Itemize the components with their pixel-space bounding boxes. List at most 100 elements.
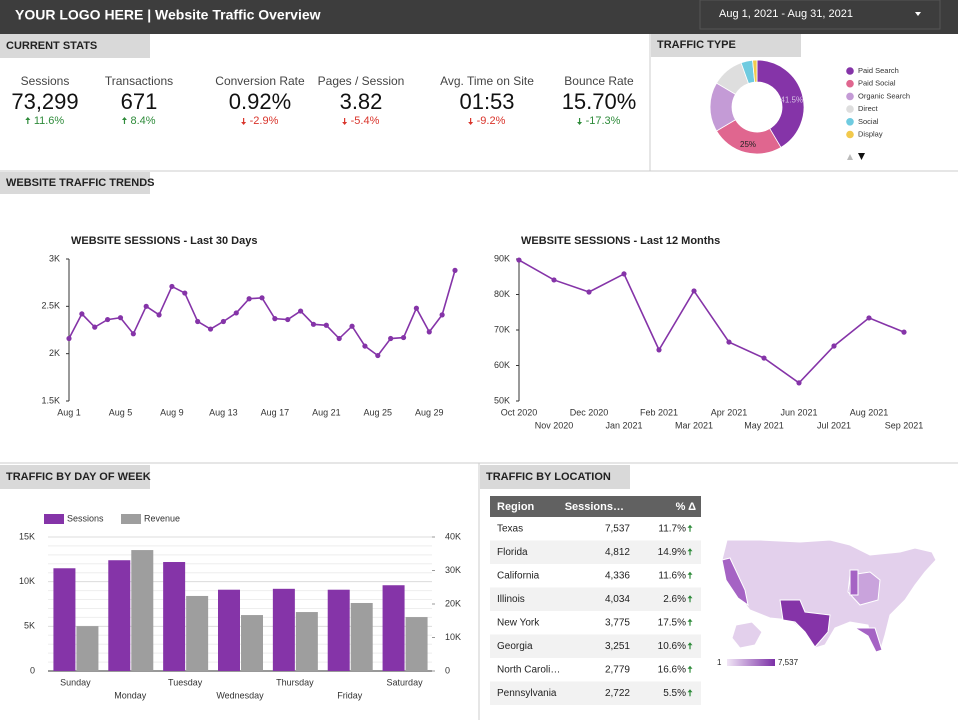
chart-title: WEBSITE SESSIONS - Last 30 Days	[71, 235, 257, 247]
table-cell: 2.6%	[663, 594, 686, 605]
point	[143, 303, 149, 309]
legend-label: Paid Social	[858, 79, 896, 88]
legend-label: Display	[858, 129, 883, 138]
header-title: YOUR LOGO HERE | Website Traffic Overvie…	[15, 7, 321, 23]
stat-label: Avg. Time on Site	[440, 74, 534, 88]
x-tick-label: Tuesday	[168, 677, 203, 687]
date-range[interactable]: Aug 1, 2021 - Aug 31, 2021	[719, 8, 853, 20]
point	[349, 323, 355, 329]
point	[259, 295, 265, 301]
stat-change: 11.6%	[34, 115, 65, 127]
table-cell: Pennsylvania	[497, 688, 557, 699]
table-cell: 5.5%	[663, 688, 686, 699]
table-change-arrow	[687, 524, 693, 528]
legend-page-down[interactable]	[858, 153, 865, 160]
point	[388, 335, 394, 342]
bar	[108, 560, 131, 671]
table-cell: Florida	[497, 547, 528, 558]
stat-arrow	[25, 117, 31, 120]
bar	[241, 615, 263, 671]
table-row	[490, 658, 701, 682]
bar	[327, 589, 350, 671]
stat-label: Bounce Rate	[564, 74, 634, 88]
table-column-header: Region	[497, 501, 535, 513]
stat-change: -2.9%	[250, 115, 279, 127]
stat-arrow	[241, 122, 247, 125]
point	[761, 355, 767, 361]
bar	[382, 585, 405, 671]
point	[452, 267, 458, 273]
pie-slice	[756, 59, 805, 149]
x-tick-label: Wednesday	[216, 690, 264, 700]
point	[66, 335, 72, 342]
table-cell: 4,336	[605, 570, 630, 581]
table-cell: Georgia	[497, 641, 533, 652]
x-tick-label: Aug 29	[415, 407, 444, 417]
point	[400, 334, 407, 341]
point	[272, 316, 278, 322]
bar	[405, 617, 428, 671]
stat-arrow	[121, 117, 127, 120]
map-state	[779, 599, 831, 648]
table-change-arrow	[687, 689, 693, 693]
section-title: TRAFFIC BY LOCATION	[486, 471, 611, 483]
table-row	[490, 681, 701, 705]
bar	[186, 595, 209, 671]
point	[298, 308, 304, 314]
stat-label: Conversion Rate	[215, 74, 305, 88]
x-tick-label: Jul 2021	[817, 420, 851, 430]
date-picker[interactable]	[699, 0, 941, 30]
dropdown-caret[interactable]	[915, 12, 921, 16]
x-tick-label: Sep 2021	[885, 420, 924, 430]
y-tick-label: 50K	[494, 395, 510, 405]
section-title: TRAFFIC TYPE	[657, 39, 736, 51]
chart-title: WEBSITE SESSIONS - Last 12 Months	[521, 235, 720, 247]
point	[375, 352, 381, 359]
map-land	[721, 539, 937, 653]
line	[68, 270, 456, 357]
map-alaska	[731, 621, 763, 649]
table-cell: 11.7%	[658, 523, 686, 534]
legend-label: Sessions	[67, 513, 104, 523]
y2-tick-label: 10K	[445, 632, 461, 642]
table-row	[490, 611, 701, 635]
point	[901, 329, 907, 335]
bar	[350, 602, 373, 671]
stat-label: Transactions	[105, 74, 173, 88]
point	[79, 311, 85, 317]
point	[246, 296, 252, 302]
legend-swatch	[846, 67, 854, 75]
table-cell: 17.5%	[658, 617, 686, 628]
y2-tick-label: 40K	[445, 531, 461, 541]
point	[413, 305, 419, 311]
table-row	[490, 540, 701, 564]
x-tick-label: Aug 5	[109, 407, 133, 417]
point	[233, 310, 239, 316]
y-tick-label: 1.5K	[41, 395, 60, 405]
x-tick-label: Apr 2021	[711, 407, 748, 417]
point	[105, 316, 111, 323]
legend-page-up[interactable]	[847, 154, 853, 160]
table-cell: 7,537	[605, 523, 630, 534]
point	[182, 290, 188, 296]
stat-value: 15.70%	[562, 89, 637, 114]
y2-tick-label: 0	[445, 665, 450, 675]
table-cell: Texas	[497, 523, 523, 534]
point	[426, 329, 432, 335]
line	[518, 259, 905, 384]
section-header	[0, 465, 150, 489]
table-row	[490, 517, 701, 541]
stat-value: 01:53	[459, 89, 514, 114]
stat-change: 8.4%	[130, 115, 155, 127]
stat-change: -5.4%	[351, 115, 380, 127]
table-cell: 10.6%	[658, 641, 686, 652]
map-legend-max: 7,537	[778, 658, 799, 667]
table-header	[490, 496, 701, 517]
pie-slice	[752, 59, 758, 83]
stat-change: -17.3%	[586, 115, 621, 127]
table-cell: 3,251	[605, 641, 630, 652]
y-tick-label: 5K	[24, 621, 35, 631]
bar	[53, 568, 76, 671]
bar	[76, 626, 99, 671]
